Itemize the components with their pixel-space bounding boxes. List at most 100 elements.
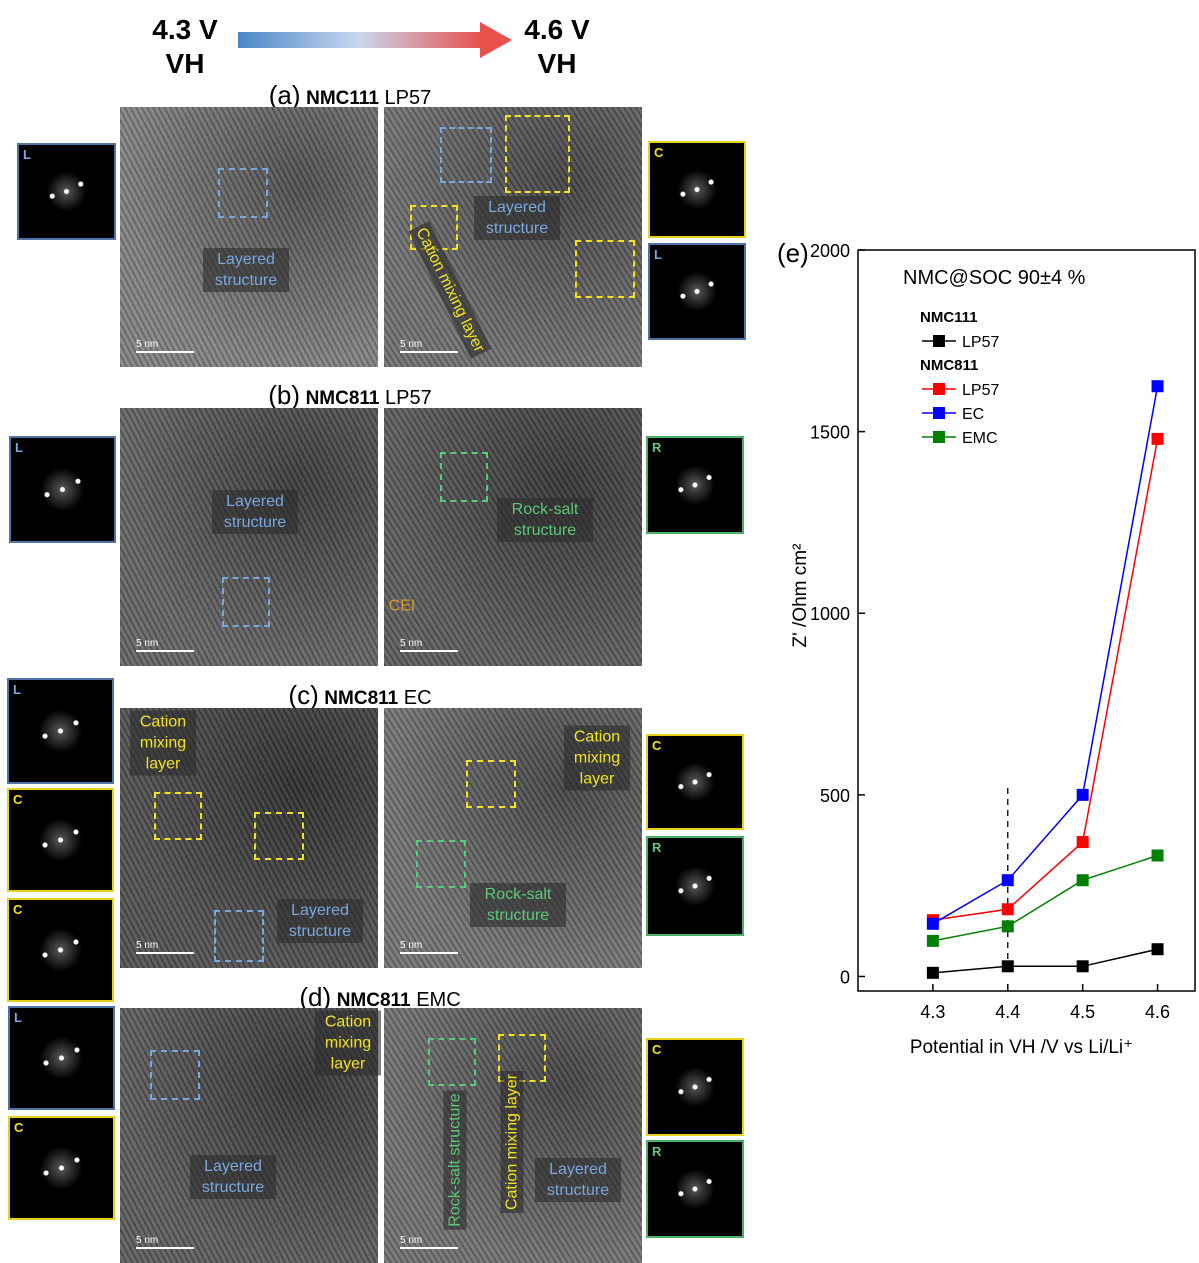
y-tick-label: 2000	[810, 241, 850, 261]
scale-bar-label: 5 nm	[400, 940, 422, 951]
start-voltage: 4.3 V	[140, 13, 230, 47]
legend-marker	[933, 335, 945, 347]
fft-inset: L	[8, 1006, 115, 1110]
scale-bar-label: 5 nm	[136, 638, 158, 649]
panel-label: (b)	[268, 380, 300, 410]
legend-label: EC	[962, 406, 984, 423]
scale-bar-label: 5 nm	[400, 1235, 422, 1246]
dashed-box	[150, 1050, 200, 1100]
panel-electrolyte: LP57	[385, 87, 432, 109]
x-axis-label: Potential in VH /V vs Li/Li⁺	[910, 1037, 1133, 1058]
scale-bar-line	[136, 351, 194, 353]
start-label: VH	[140, 47, 230, 81]
series-line	[933, 856, 1158, 941]
chart-title: NMC@SOC 90±4 %	[903, 267, 1086, 289]
annotation: Rock-salt structure	[444, 1090, 467, 1229]
plot-frame	[858, 250, 1195, 991]
scale-bar-line	[400, 952, 458, 954]
inset-letter: L	[13, 682, 21, 697]
marker	[1002, 874, 1014, 886]
x-tick-label: 4.3	[920, 1002, 945, 1022]
annotation: Layered structure	[535, 1158, 621, 1202]
inset-letter: C	[654, 145, 663, 160]
scale-bar-label: 5 nm	[136, 1235, 158, 1246]
dashed-box	[416, 840, 466, 888]
x-tick-label: 4.5	[1070, 1002, 1095, 1022]
marker	[1077, 874, 1089, 886]
inset-letter: R	[652, 840, 661, 855]
annotation: Layered structure	[212, 490, 298, 534]
y-tick-label: 1000	[810, 604, 850, 624]
inset-letter: C	[652, 738, 661, 753]
fft-inset: C	[7, 898, 114, 1002]
dashed-box	[254, 812, 304, 860]
fft-inset: L	[17, 143, 116, 240]
inset-letter: C	[652, 1042, 661, 1057]
x-tick-label: 4.6	[1145, 1002, 1170, 1022]
annotation: Rock-salt structure	[470, 883, 566, 927]
legend-label: LP57	[962, 334, 999, 351]
figure: 4.3 V VH 4.6 V VH (e)NMC@SOC 90±4 %05001…	[0, 0, 1199, 1263]
fft-inset: C	[646, 734, 744, 830]
marker	[1002, 960, 1014, 972]
inset-letter: R	[652, 1144, 661, 1159]
panel-label: (e)	[777, 238, 809, 268]
tem-image: 5 nm	[120, 107, 378, 367]
panel-label: (c)	[288, 680, 318, 710]
fft-inset: L	[7, 678, 114, 784]
inset-letter: L	[654, 247, 662, 262]
dashed-box	[466, 760, 516, 808]
inset-letter: L	[14, 1010, 22, 1025]
series-line	[933, 386, 1158, 924]
dashed-box	[218, 168, 268, 218]
series-line	[933, 949, 1158, 973]
annotation: Layered structure	[277, 899, 363, 943]
fft-inset: R	[646, 436, 744, 534]
fft-inset: R	[646, 1140, 744, 1238]
scale-bar-label: 5 nm	[136, 940, 158, 951]
dashed-box	[428, 1038, 476, 1086]
scale-bar-label: 5 nm	[400, 638, 422, 649]
scale-bar-line	[400, 650, 458, 652]
legend-group: NMC811	[920, 357, 978, 374]
inset-letter: C	[13, 792, 22, 807]
annotation: Cation mixing layer	[315, 1011, 381, 1076]
end-voltage: 4.6 V	[512, 13, 602, 47]
voltage-arrow	[236, 18, 516, 64]
legend-marker	[933, 407, 945, 419]
fft-inset: L	[648, 243, 746, 340]
dashed-box	[440, 452, 488, 502]
end-label: VH	[512, 47, 602, 81]
legend-group: NMC111	[920, 309, 978, 326]
marker	[927, 967, 939, 979]
x-tick-label: 4.4	[995, 1002, 1020, 1022]
scale-bar-line	[136, 650, 194, 652]
dashed-box	[575, 240, 635, 298]
y-tick-label: 500	[820, 786, 850, 806]
legend-marker	[933, 383, 945, 395]
marker	[1002, 903, 1014, 915]
inset-letter: L	[23, 147, 31, 162]
marker	[1002, 920, 1014, 932]
scale-bar-label: 5 nm	[400, 339, 422, 350]
fft-inset: C	[8, 1116, 115, 1220]
series-line	[933, 439, 1158, 920]
marker	[1152, 433, 1164, 445]
annotation: Rock-salt structure	[497, 498, 593, 542]
inset-letter: L	[15, 440, 23, 455]
panel-material: NMC111	[306, 88, 379, 109]
scale-bar-label: 5 nm	[136, 339, 158, 350]
annotation: Cation mixing layer	[564, 726, 630, 791]
panel-material: NMC811	[306, 388, 380, 409]
annotation: CEI	[386, 595, 419, 618]
panel-electrolyte: LP57	[385, 387, 432, 409]
dashed-box	[505, 115, 570, 193]
annotation: Layered structure	[190, 1155, 276, 1199]
dashed-box	[214, 910, 264, 962]
scale-bar-line	[400, 351, 458, 353]
scale-bar-line	[136, 952, 194, 954]
inset-letter: C	[14, 1120, 23, 1135]
marker	[927, 935, 939, 947]
scale-bar-line	[136, 1247, 194, 1249]
